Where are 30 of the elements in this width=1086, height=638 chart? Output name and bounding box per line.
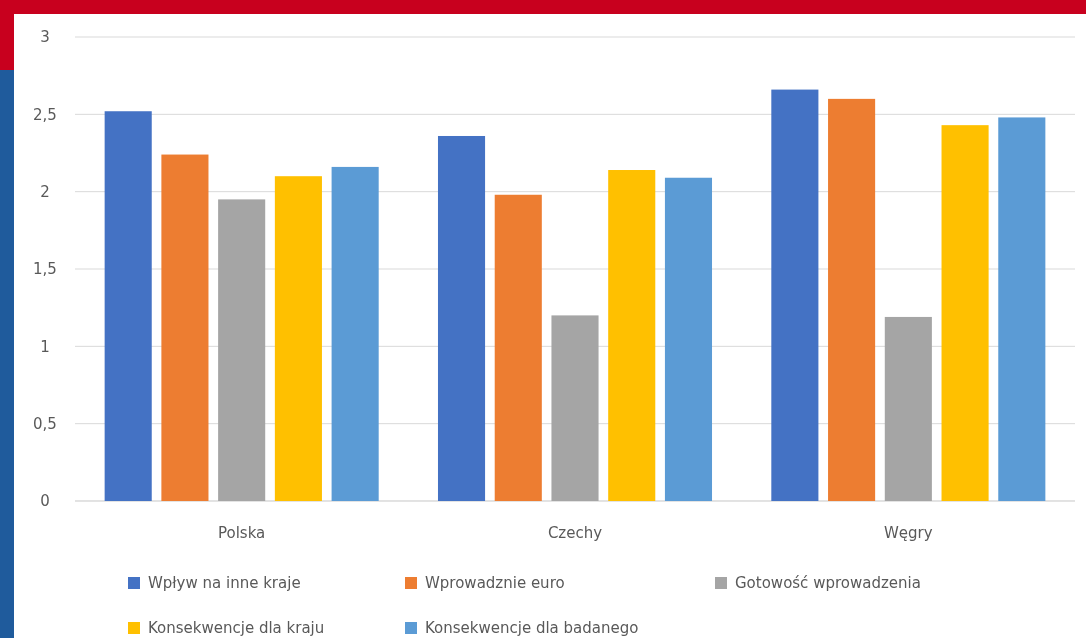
- y-tick-label: 0,5: [33, 414, 57, 433]
- bar: [941, 125, 989, 501]
- bar: [608, 170, 656, 501]
- legend-label: Wprowadznie euro: [425, 574, 565, 593]
- y-tick-label: 0: [40, 492, 50, 511]
- bar: [161, 154, 209, 501]
- x-tick-label: Polska: [218, 524, 266, 542]
- x-tick-label: Węgry: [884, 524, 933, 542]
- y-tick-label: 2,5: [33, 105, 57, 124]
- bar: [218, 199, 266, 501]
- legend-label: Gotowość wprowadzenia: [735, 574, 921, 593]
- legend-label: Konsekwencje dla kraju: [148, 619, 325, 638]
- bar: [998, 117, 1046, 501]
- bar: [828, 98, 876, 501]
- bar: [437, 135, 486, 501]
- bar: [551, 315, 599, 501]
- bar: [884, 316, 932, 501]
- legend-label: Konsekwencje dla badanego: [425, 619, 639, 638]
- bar: [494, 194, 542, 501]
- bar: [331, 166, 379, 501]
- legend-label: Wpływ na inne kraje: [148, 574, 301, 593]
- y-tick-label: 1: [40, 337, 50, 356]
- y-tick-label: 2: [40, 182, 50, 201]
- x-tick-label: Czechy: [547, 524, 603, 542]
- bar: [274, 176, 322, 501]
- y-tick-label: 3: [40, 28, 50, 47]
- bar: [104, 111, 152, 501]
- bar: [664, 177, 713, 501]
- bar: [771, 89, 819, 501]
- y-tick-label: 1,5: [33, 260, 57, 279]
